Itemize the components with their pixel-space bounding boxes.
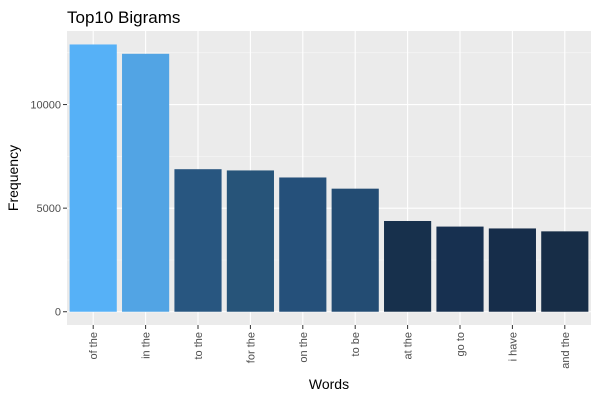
bar [174, 169, 222, 312]
bar [69, 44, 117, 312]
bar [331, 188, 379, 312]
y-tick-label: 0 [55, 307, 61, 319]
x-tick-label: at the [403, 332, 415, 360]
x-tick-label: i have [507, 332, 519, 361]
x-tick-label: of the [88, 332, 100, 360]
x-tick-label: in the [141, 332, 153, 359]
bar [279, 177, 327, 312]
y-tick-label: 5000 [37, 203, 61, 215]
chart-title: Top10 Bigrams [67, 8, 180, 27]
x-axis: of the in the to the for the on the to be at t… [88, 325, 572, 369]
y-axis: 0 5000 10000 [30, 100, 67, 319]
bar [122, 53, 170, 312]
bars-layer [69, 44, 589, 312]
bar [384, 220, 432, 312]
y-tick-label: 10000 [30, 100, 61, 112]
bar [226, 170, 274, 312]
x-axis-title: Words [309, 376, 349, 392]
bar [541, 231, 589, 312]
x-tick-label: on the [298, 332, 310, 363]
x-tick-label: go to [455, 332, 467, 356]
x-tick-label: to the [193, 332, 205, 360]
x-tick-label: to be [350, 332, 362, 356]
x-tick-label: for the [245, 332, 257, 363]
bar [488, 228, 536, 312]
y-axis-title: Frequency [5, 145, 21, 211]
bar [436, 226, 484, 312]
x-tick-label: and the [560, 332, 572, 369]
